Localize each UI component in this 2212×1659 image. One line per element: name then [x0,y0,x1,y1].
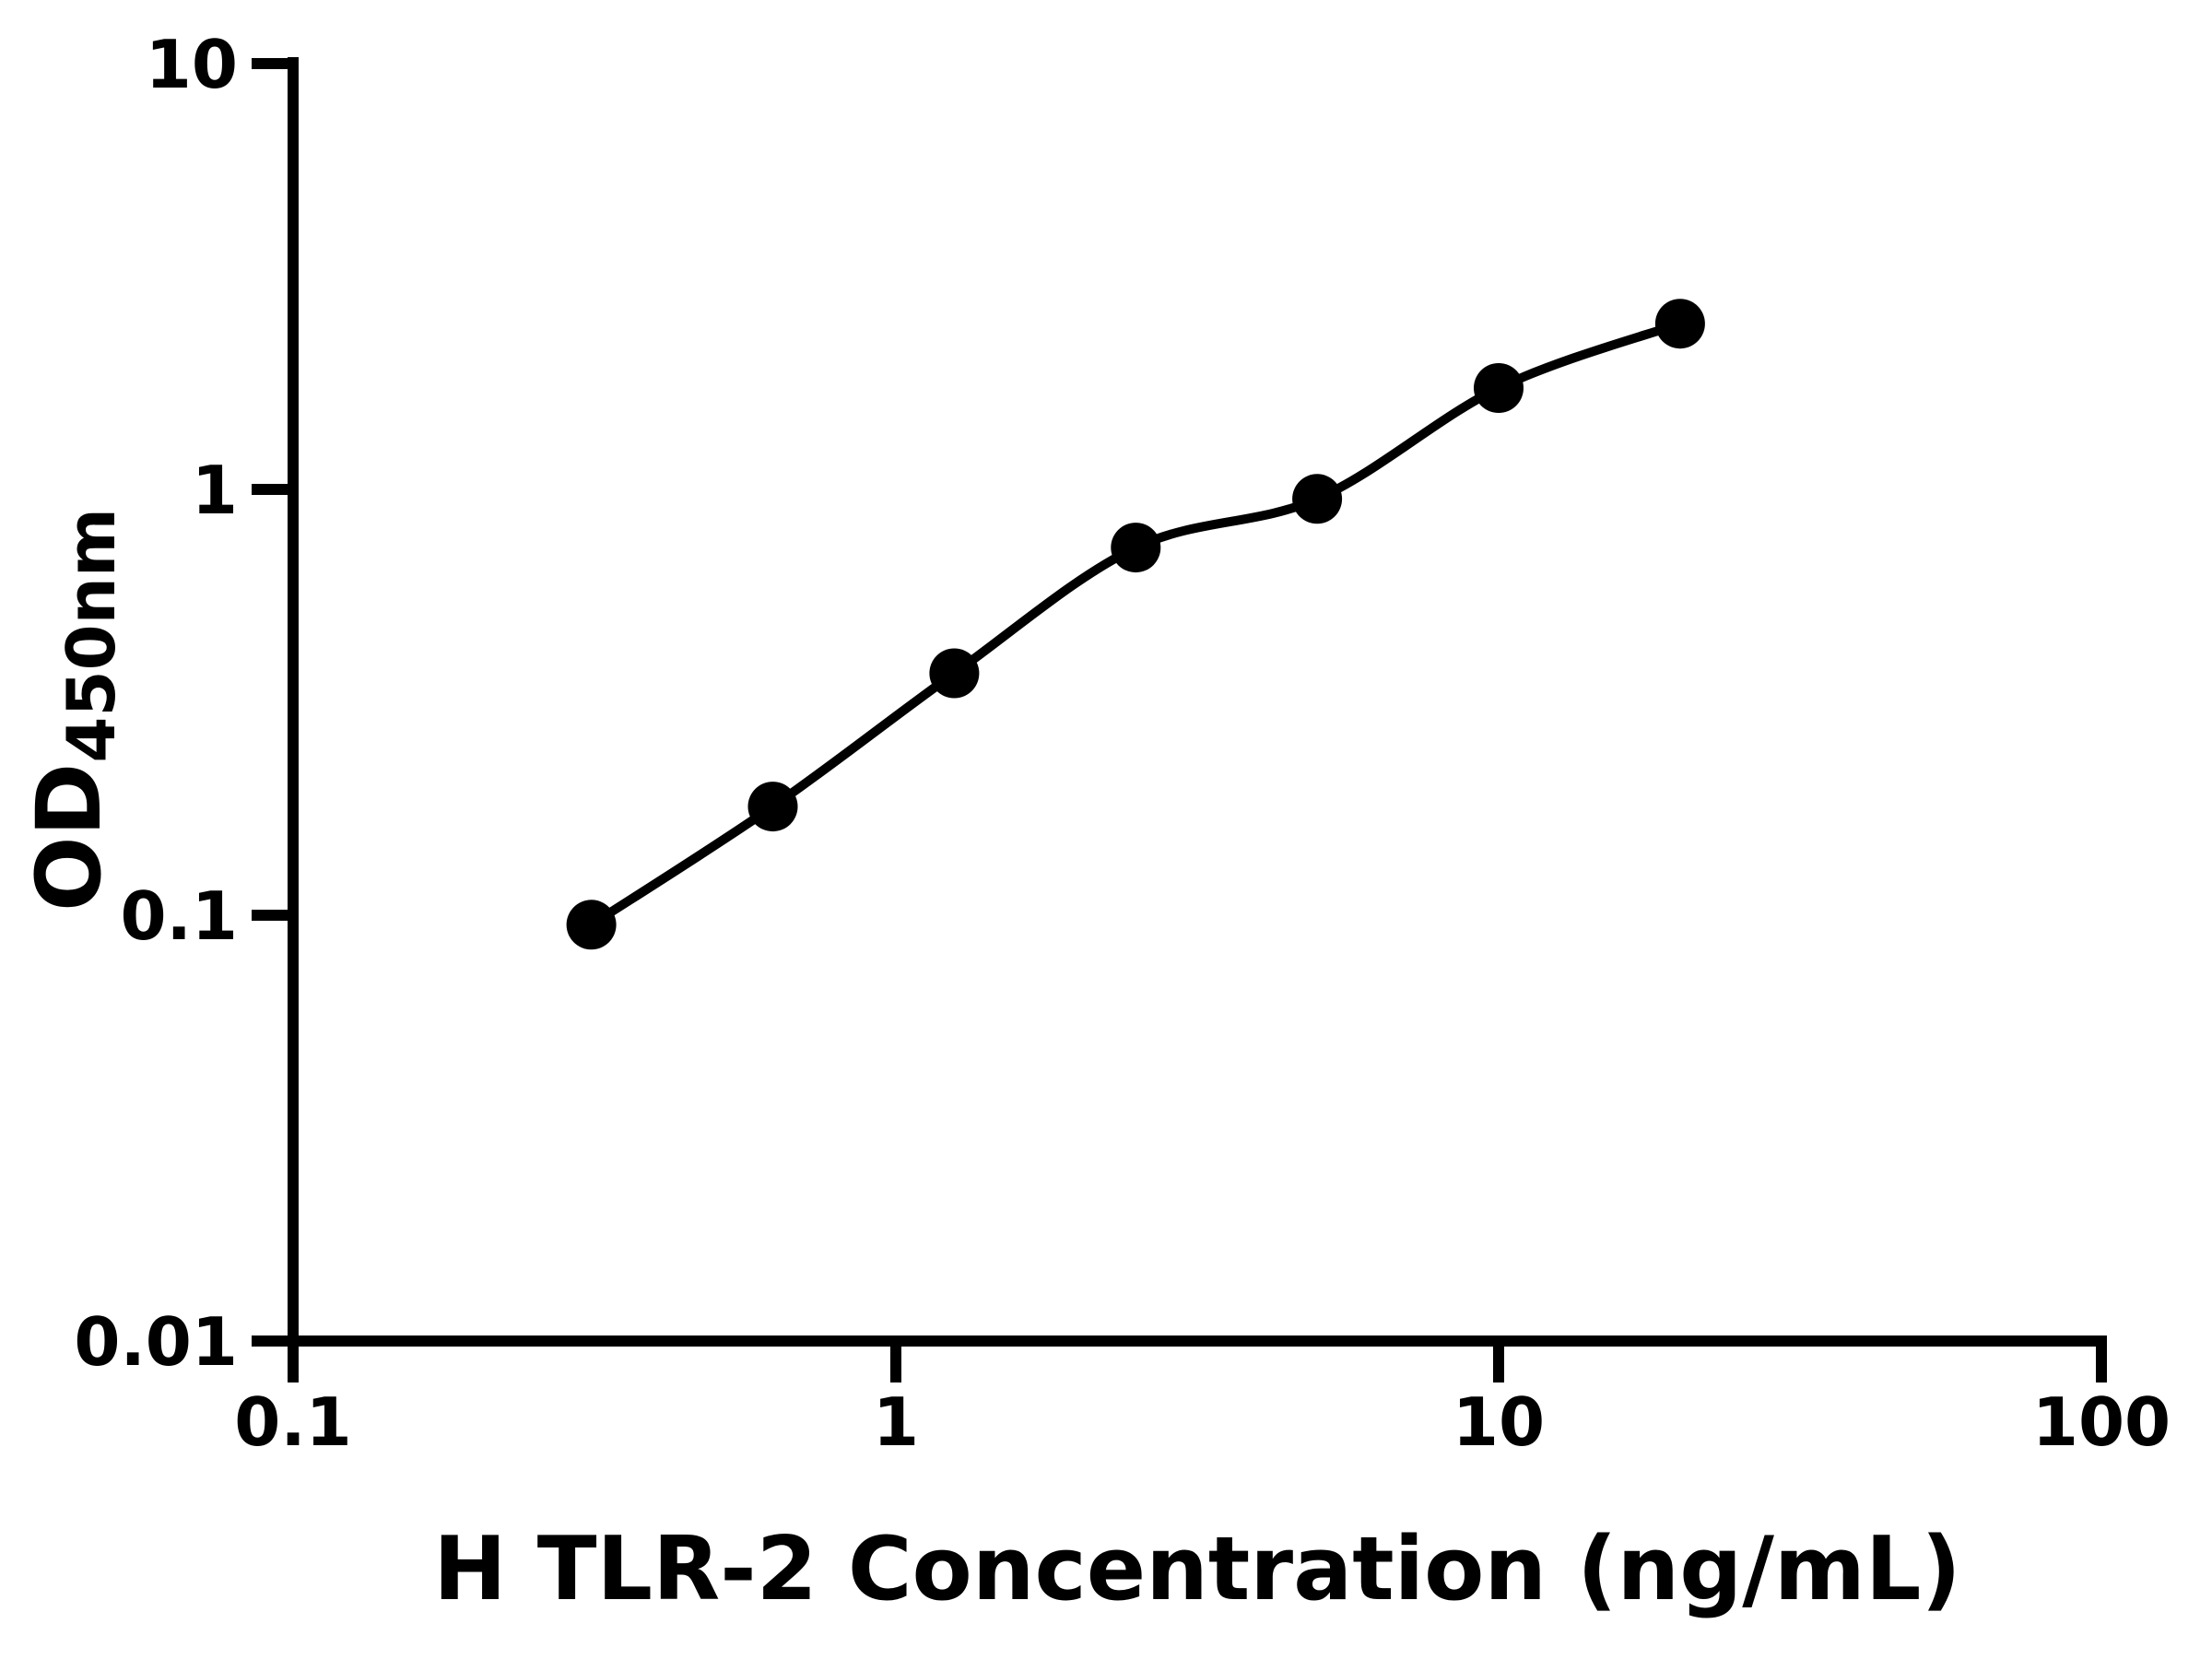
data-point-2.5 [1111,523,1161,573]
data-series [566,299,1705,950]
y-tick-label-10: 10 [146,26,238,103]
standard-curve-line [586,319,1685,930]
y-tick-label-0.1: 0.1 [120,877,238,955]
y-axis-title-main: OD [18,763,121,912]
data-point-5 [1292,474,1343,524]
data-point-20 [1654,299,1705,349]
tick-marks [252,58,2107,1382]
axes [252,57,2107,1382]
y-axis-title: OD450nm [18,508,130,912]
data-point-0.3125 [566,900,617,950]
y-tick-label-1: 1 [192,452,238,529]
y-tick-label-0.01: 0.01 [74,1303,238,1381]
x-axis-title: H TLR-2 Concentration (ng/mL) [433,1519,1961,1620]
x-tick-label-10: 10 [1453,1383,1545,1461]
data-point-10 [1474,363,1524,413]
y-axis-title-subscript: 450nm [53,508,130,763]
data-point-0.625 [747,782,798,832]
x-tick-label-100: 100 [2032,1383,2171,1461]
data-point-1.25 [929,648,980,699]
x-tick-label-0.1: 0.1 [234,1383,352,1461]
x-tick-label-1: 1 [873,1383,919,1461]
